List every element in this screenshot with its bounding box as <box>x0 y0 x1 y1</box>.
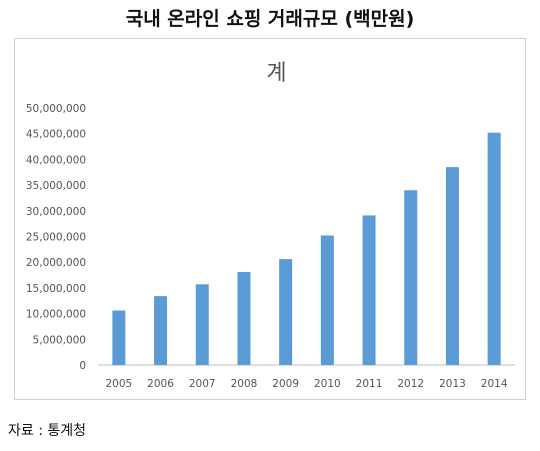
page-heading: 국내 온라인 쇼핑 거래규모 (백만원) <box>125 8 415 30</box>
y-tick-label: 15,000,000 <box>26 283 86 295</box>
bar <box>279 259 293 365</box>
x-tick-label: 2013 <box>439 378 466 390</box>
x-tick-label: 2006 <box>147 378 174 390</box>
bar <box>237 271 251 365</box>
y-tick-label: 40,000,000 <box>26 154 86 166</box>
y-tick-label: 50,000,000 <box>26 103 86 115</box>
y-tick-label: 35,000,000 <box>26 180 86 192</box>
y-tick-label: 20,000,000 <box>26 257 86 269</box>
x-tick-label: 2005 <box>105 378 132 390</box>
bar <box>362 215 376 365</box>
chart-title: 계 <box>266 61 286 86</box>
bar <box>154 296 168 365</box>
y-tick-label: 25,000,000 <box>26 232 86 244</box>
y-tick-label: 0 <box>79 360 86 372</box>
y-tick-label: 10,000,000 <box>26 309 86 321</box>
x-tick-label: 2010 <box>314 378 341 390</box>
bar <box>195 284 209 365</box>
bar <box>487 132 501 365</box>
x-tick-label: 2012 <box>397 378 424 390</box>
x-tick-label: 2008 <box>231 378 258 390</box>
y-tick-label: 30,000,000 <box>26 206 86 218</box>
x-tick-label: 2009 <box>272 378 299 390</box>
bar <box>112 310 126 365</box>
bar <box>445 167 459 365</box>
x-tick-label: 2007 <box>189 378 216 390</box>
chart-frame <box>14 38 526 400</box>
bar <box>320 235 334 365</box>
source-note: 자료 : 통계청 <box>8 423 87 439</box>
bar <box>404 190 418 365</box>
y-tick-label: 45,000,000 <box>26 129 86 141</box>
y-tick-label: 5,000,000 <box>33 334 86 346</box>
x-tick-label: 2014 <box>481 378 508 390</box>
x-tick-label: 2011 <box>356 378 383 390</box>
